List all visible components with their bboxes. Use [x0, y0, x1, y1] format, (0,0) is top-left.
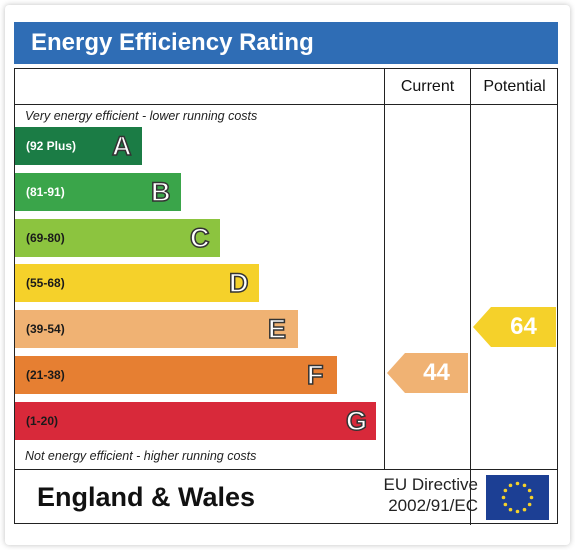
rating-frame: Current Potential Very energy efficient …: [14, 68, 558, 525]
chart-title: Energy Efficiency Rating: [14, 22, 558, 64]
band-range-label: (69-80): [26, 230, 65, 245]
eu-star: [522, 483, 527, 488]
band-range-label: (21-38): [26, 368, 65, 382]
eu-star: [508, 507, 513, 512]
eu-star: [527, 502, 532, 507]
eu-flag-icon: [486, 475, 549, 520]
directive-line-2: 2002/91/EC: [388, 496, 478, 515]
band-e: (39-54) E: [15, 310, 298, 349]
divider-potential: [470, 69, 471, 525]
band-letter: C: [189, 222, 210, 254]
band-letter: F: [306, 359, 324, 391]
potential-rating-arrow: 64: [473, 306, 556, 347]
current-rating-arrow: 44: [387, 352, 468, 393]
band-range-label: (92 Plus): [26, 139, 77, 153]
band-range-label: (81-91): [26, 184, 65, 199]
eu-star: [529, 495, 534, 500]
band-letter: A: [111, 130, 132, 162]
current-rating-arrow-value: 44: [423, 358, 450, 386]
band-range-label: (1-20): [26, 413, 59, 428]
eu-star: [508, 483, 513, 488]
eu-directive: EU Directive 2002/91/EC: [368, 474, 478, 516]
band-a: (92 Plus) A: [15, 127, 142, 165]
potential-column-header: Potential: [483, 78, 546, 95]
footer-topline: [15, 469, 557, 470]
potential-rating-arrow-value: 64: [510, 312, 537, 340]
header-underline: [15, 104, 557, 105]
band-range-label: (55-68): [26, 276, 65, 291]
divider-current: [384, 69, 385, 470]
eu-star: [503, 502, 508, 507]
eu-star: [515, 481, 520, 486]
top-caption: Very energy efficient - lower running co…: [25, 109, 258, 123]
eu-star: [522, 507, 527, 512]
band-f: (21-38) F: [15, 356, 337, 394]
eu-star: [501, 495, 506, 500]
band-b: (81-91) B: [15, 172, 181, 211]
region-label: England & Wales: [37, 482, 256, 512]
band-g: (1-20) G: [15, 401, 376, 440]
band-letter: B: [150, 176, 171, 208]
directive-line-1: EU Directive: [383, 475, 478, 494]
band-c: (69-80) C: [15, 218, 220, 257]
band-letter: G: [345, 405, 368, 437]
eu-star: [527, 488, 532, 493]
band-range-label: (39-54): [26, 322, 65, 337]
band-letter: D: [228, 268, 249, 300]
band-letter: E: [267, 313, 287, 345]
bottom-caption: Not energy efficient - higher running co…: [25, 449, 257, 463]
band-d: (55-68) D: [15, 264, 259, 303]
current-column-header: Current: [400, 78, 455, 95]
eu-star: [515, 509, 520, 514]
eu-star: [503, 488, 508, 493]
